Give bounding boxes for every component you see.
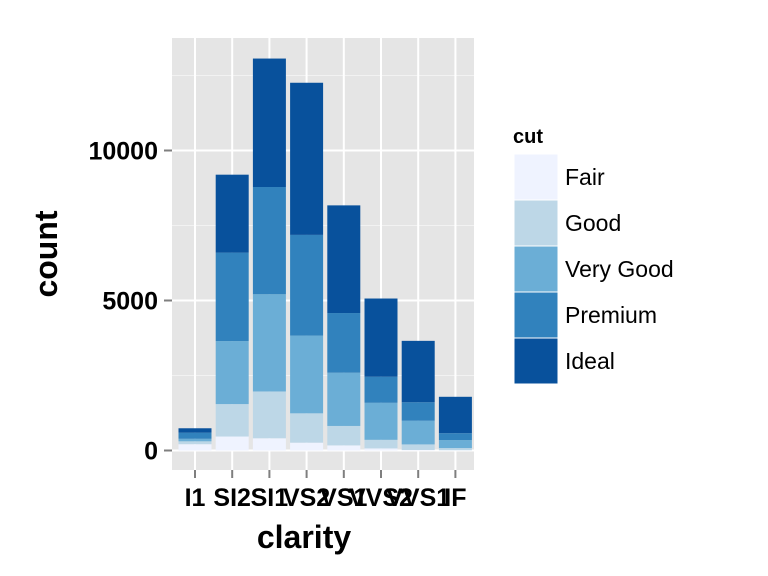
- bar-segment-ideal-si2: [215, 174, 249, 253]
- bar-segment-good-vvs1: [401, 444, 435, 450]
- legend-label-fair: Fair: [565, 164, 605, 190]
- x-tick-label: VVS1: [386, 484, 450, 512]
- bar-segment-ideal-si1: [252, 58, 286, 188]
- bar-segment-fair-si2: [215, 436, 249, 451]
- bar-segment-good-if: [438, 448, 472, 451]
- x-tick-label: VS1: [320, 484, 367, 512]
- legend-key-very-good: [513, 245, 559, 293]
- bar-segment-good-si1: [252, 391, 286, 439]
- x-tick-label: VS2: [283, 484, 330, 512]
- bar-segment-good-vvs2: [364, 439, 398, 449]
- legend: cut Fair Good Very Good Premium Ideal: [513, 126, 674, 385]
- bar-segment-very-good-vs1: [327, 372, 361, 426]
- x-tick-label: IF: [444, 484, 466, 512]
- bar-segment-good-vs1: [327, 425, 361, 446]
- legend-key-ideal: [513, 337, 559, 385]
- legend-title: cut: [513, 126, 543, 148]
- bar-segment-very-good-i1: [178, 438, 212, 442]
- bar-segment-very-good-if: [438, 440, 472, 449]
- bars-group: [178, 58, 472, 451]
- bar-segment-fair-i1: [178, 444, 212, 451]
- bar-segment-good-i1: [178, 441, 212, 445]
- bar-segment-premium-vs2: [290, 234, 324, 336]
- bar-segment-very-good-si2: [215, 341, 249, 405]
- bar-segment-premium-si1: [252, 187, 286, 295]
- bar-segment-premium-vvs1: [401, 402, 435, 421]
- bar-segment-good-vs2: [290, 413, 324, 443]
- bar-segment-premium-vs1: [327, 313, 361, 373]
- bar-segment-premium-si2: [215, 252, 249, 342]
- bar-segment-very-good-vs2: [290, 335, 324, 414]
- bar-segment-ideal-vvs2: [364, 298, 398, 377]
- bar-segment-premium-i1: [178, 432, 212, 439]
- y-tick-label: 5000: [102, 288, 158, 316]
- x-tick-label: I1: [185, 484, 206, 512]
- bar-segment-ideal-vs1: [327, 205, 361, 314]
- x-tick-label: SI2: [213, 484, 251, 512]
- bar-segment-ideal-if: [438, 396, 472, 434]
- legend-key-fair: [513, 153, 559, 201]
- bar-segment-fair-vs1: [327, 445, 361, 451]
- y-axis-title: count: [28, 210, 64, 297]
- bar-segment-premium-if: [438, 433, 472, 441]
- legend-label-ideal: Ideal: [565, 348, 615, 374]
- y-axis: 0 5000 10000: [88, 138, 172, 466]
- legend-key-premium: [513, 291, 559, 339]
- bar-segment-fair-si1: [252, 438, 286, 451]
- bar-segment-ideal-i1: [178, 428, 212, 433]
- bar-segment-good-si2: [215, 404, 249, 437]
- bar-segment-fair-vs2: [290, 442, 324, 451]
- legend-label-very-good: Very Good: [565, 256, 674, 282]
- bar-segment-very-good-vvs1: [401, 420, 435, 445]
- bar-segment-ideal-vvs1: [401, 340, 435, 403]
- x-axis-title: clarity: [257, 519, 351, 555]
- bar-segment-very-good-si1: [252, 294, 286, 392]
- y-tick-label: 0: [144, 438, 158, 466]
- x-tick-label: SI1: [251, 484, 289, 512]
- legend-label-good: Good: [565, 210, 621, 236]
- bar-segment-premium-vvs2: [364, 376, 398, 403]
- legend-label-premium: Premium: [565, 302, 657, 328]
- bar-segment-fair-vvs1: [401, 449, 435, 451]
- bar-segment-very-good-vvs2: [364, 402, 398, 440]
- y-tick-label: 10000: [88, 138, 158, 166]
- bar-segment-ideal-vs2: [290, 82, 324, 235]
- x-tick-label: VVS2: [349, 484, 413, 512]
- bar-segment-fair-vvs2: [364, 448, 398, 451]
- legend-key-good: [513, 199, 559, 247]
